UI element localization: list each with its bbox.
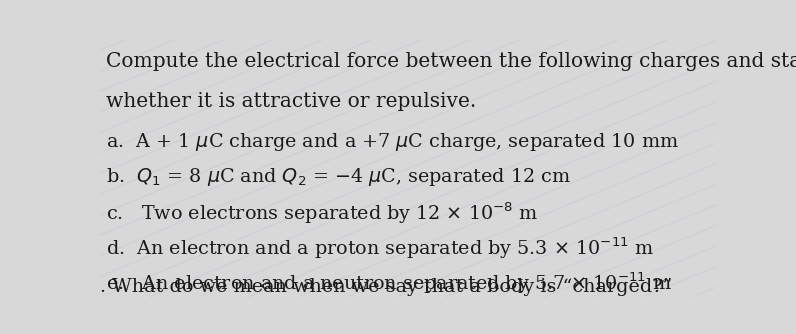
Text: a.  A + 1 $\mu$C charge and a +7 $\mu$C charge, separated 10 mm: a. A + 1 $\mu$C charge and a +7 $\mu$C c… [106,131,678,153]
Text: Compute the electrical force between the following charges and state: Compute the electrical force between the… [106,52,796,71]
Text: b.  $Q_1$ = 8 $\mu$C and $Q_2$ = $-$4 $\mu$C, separated 12 cm: b. $Q_1$ = 8 $\mu$C and $Q_2$ = $-$4 $\m… [106,166,571,188]
Text: c.   Two electrons separated by 12 $\times$ 10$^{-8}$ m: c. Two electrons separated by 12 $\times… [106,201,538,226]
Text: d.  An electron and a proton separated by 5.3 $\times$ 10$^{-11}$ m: d. An electron and a proton separated by… [106,235,654,261]
Text: . What do we mean when we say that a body is “charged?”: . What do we mean when we say that a bod… [100,278,672,296]
Text: whether it is attractive or repulsive.: whether it is attractive or repulsive. [106,92,476,111]
Text: e.   An electron and a neutron separated by 5.7 $\times$ 10$^{-11}$ m: e. An electron and a neutron separated b… [106,270,671,296]
